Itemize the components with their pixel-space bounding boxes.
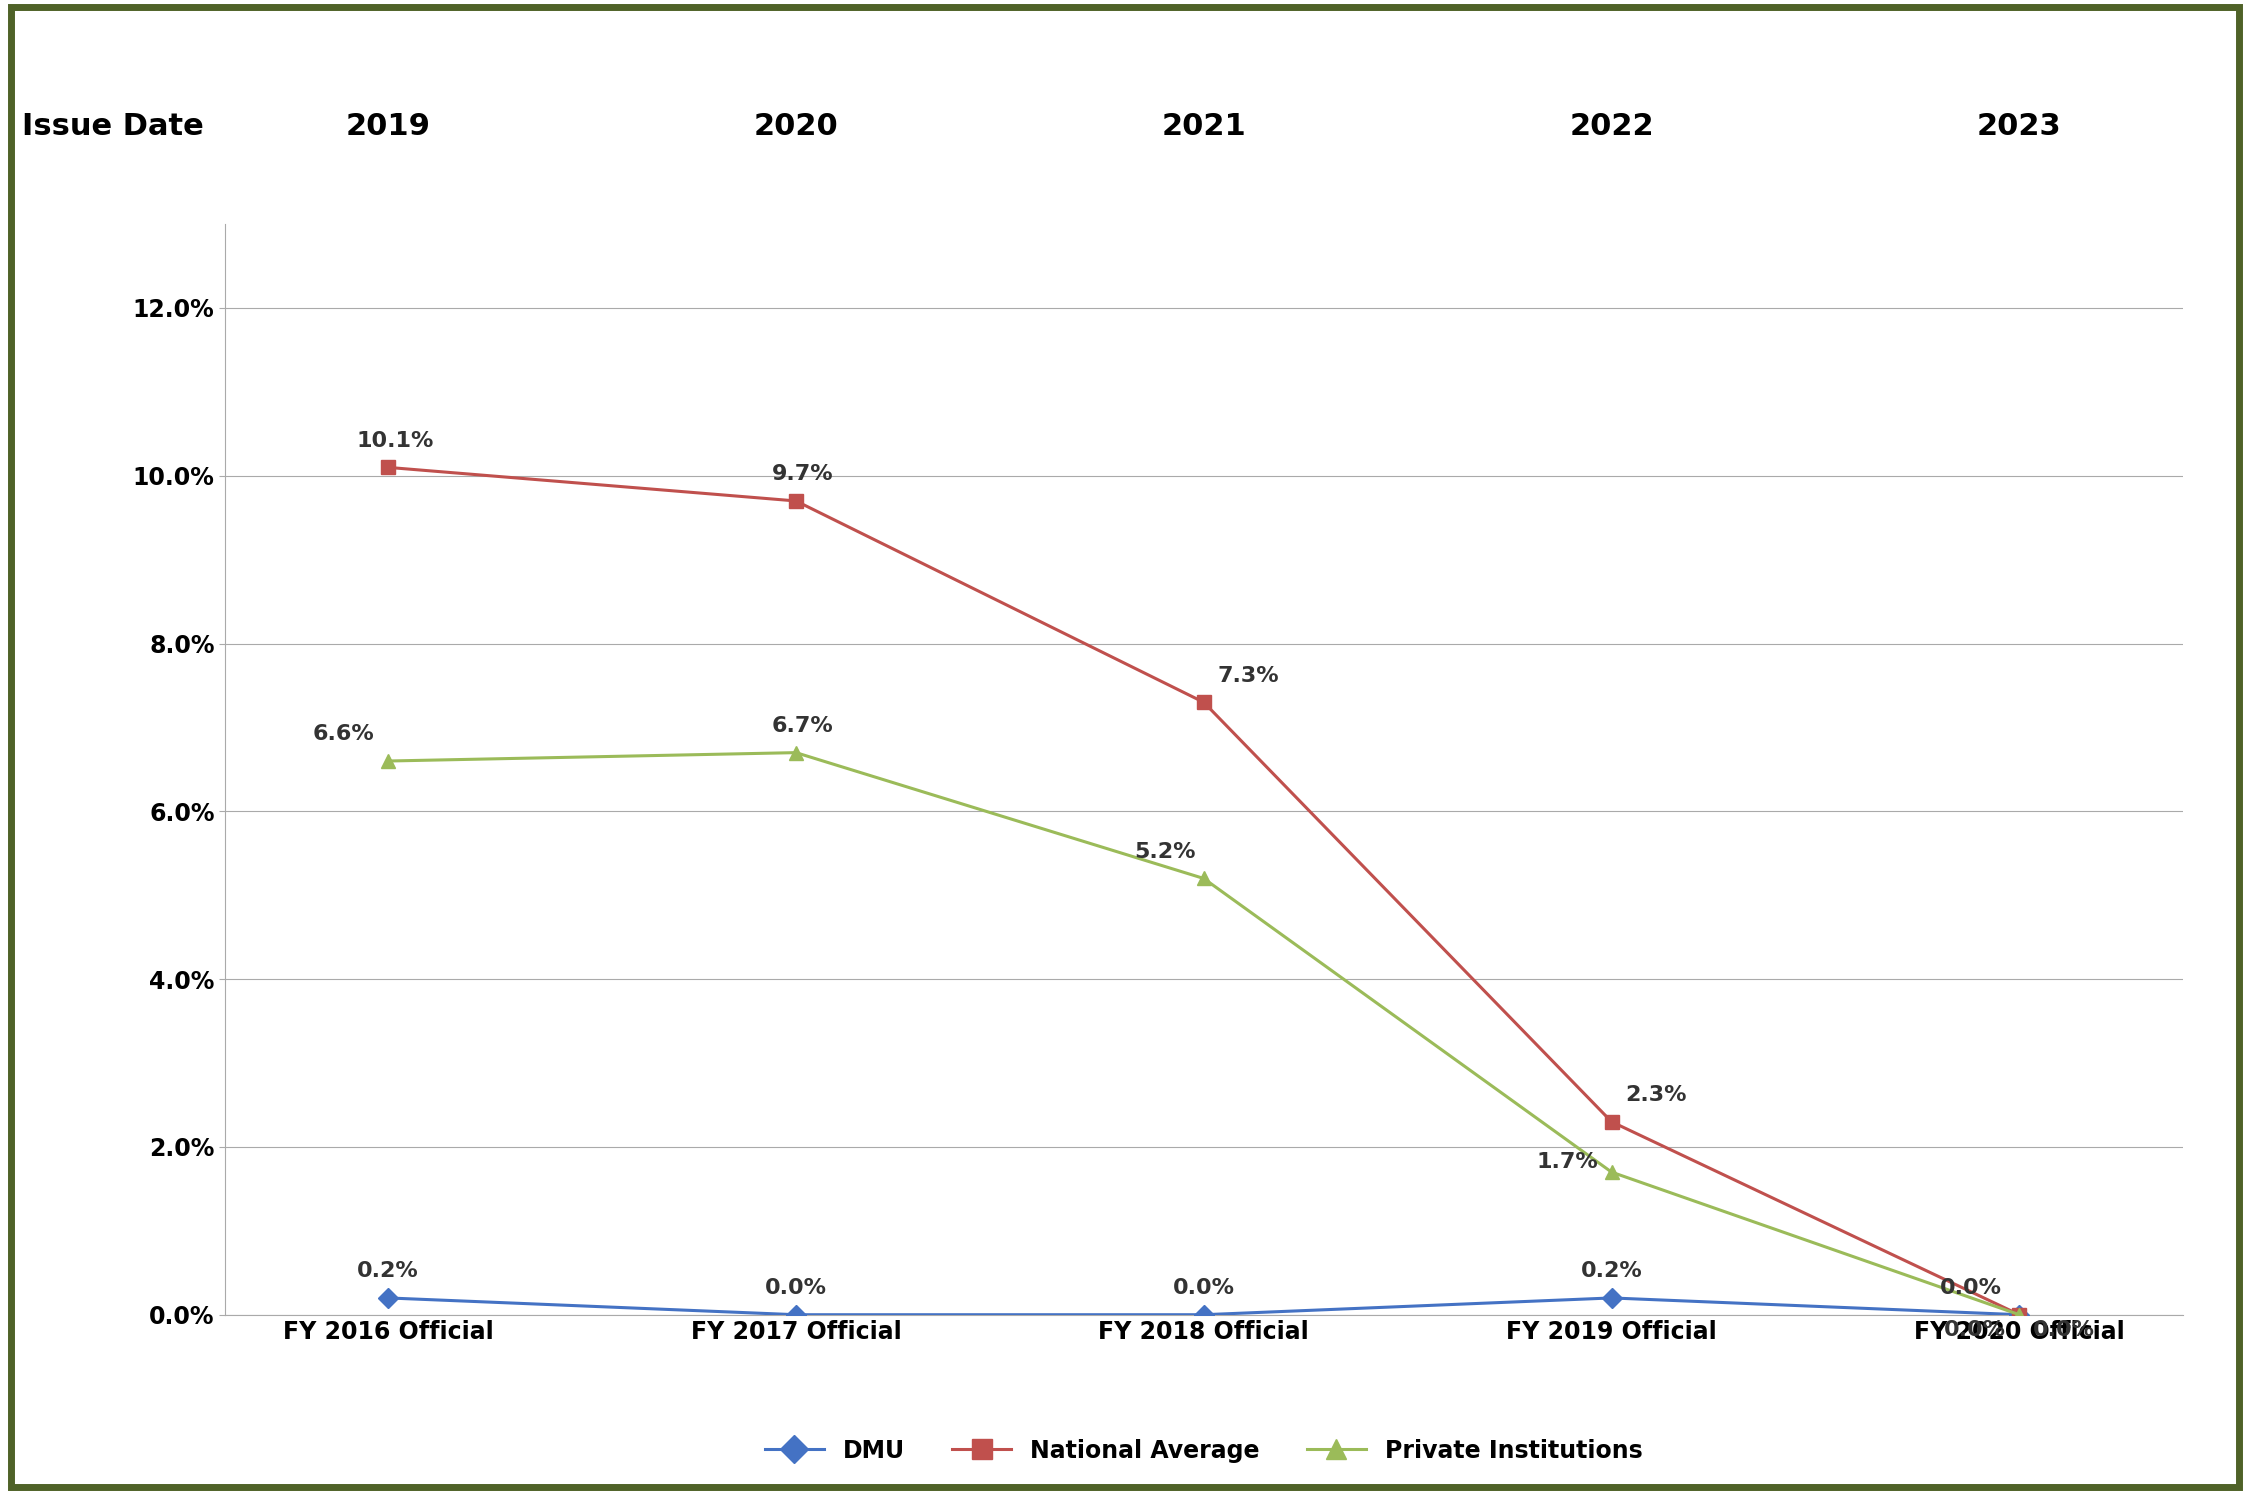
National Average (783, 492, 810, 509)
Private Institutions (1598, 1164, 1624, 1182)
Text: 2.3%: 2.3% (1624, 1085, 1688, 1106)
National Average (1598, 1113, 1624, 1131)
Line: National Average: National Average (380, 460, 2027, 1322)
Text: 2021: 2021 (1161, 112, 1246, 142)
Private Institutions (1190, 870, 1217, 887)
Private Institutions (2007, 1306, 2034, 1324)
Text: 2023: 2023 (1978, 112, 2061, 142)
Text: 1.7%: 1.7% (1537, 1152, 1598, 1173)
Text: 5.2%: 5.2% (1134, 841, 1195, 862)
DMU (783, 1306, 810, 1324)
Text: 6.7%: 6.7% (772, 716, 835, 737)
Text: 0.2%: 0.2% (358, 1261, 418, 1282)
Text: 0.0%: 0.0% (1940, 1277, 2002, 1298)
DMU (374, 1289, 403, 1307)
Text: 9.7%: 9.7% (772, 465, 835, 484)
DMU (2007, 1306, 2034, 1324)
Text: 10.1%: 10.1% (356, 430, 434, 451)
Text: 0.0%: 0.0% (765, 1277, 828, 1298)
Text: 2019: 2019 (346, 112, 430, 142)
Text: 0.2%: 0.2% (1582, 1261, 1642, 1282)
DMU (1598, 1289, 1624, 1307)
Private Institutions (374, 751, 403, 769)
Text: 6.6%: 6.6% (313, 725, 374, 744)
National Average (2007, 1306, 2034, 1324)
Text: 2020: 2020 (754, 112, 839, 142)
Line: Private Institutions: Private Institutions (380, 746, 2027, 1322)
Legend: DMU, National Average, Private Institutions: DMU, National Average, Private Instituti… (756, 1430, 1652, 1472)
Text: 0.0%: 0.0% (1172, 1277, 1235, 1298)
Text: 0.0%: 0.0% (1944, 1319, 2007, 1340)
Private Institutions (783, 744, 810, 762)
Text: 2022: 2022 (1568, 112, 1654, 142)
Text: Issue Date: Issue Date (22, 112, 205, 142)
National Average (1190, 693, 1217, 711)
Line: DMU: DMU (380, 1291, 2027, 1322)
Text: 0.0%: 0.0% (2032, 1319, 2095, 1340)
Text: 7.3%: 7.3% (1217, 666, 1278, 686)
National Average (374, 459, 403, 477)
DMU (1190, 1306, 1217, 1324)
